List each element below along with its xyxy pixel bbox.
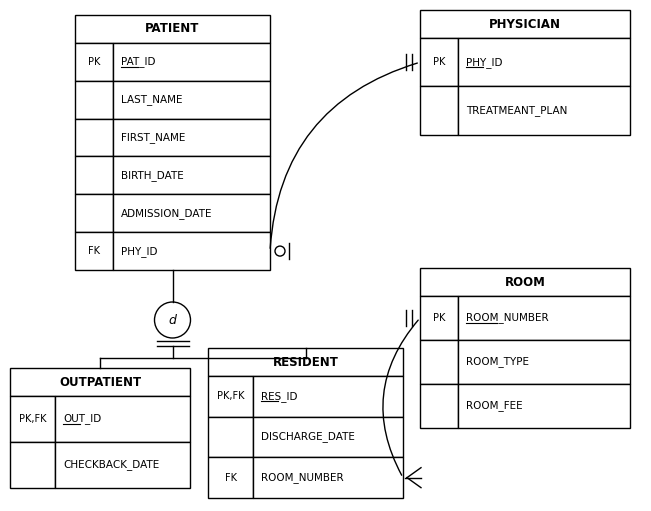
Bar	[75, 194, 113, 232]
Bar	[208, 416, 253, 457]
Bar	[458, 296, 630, 340]
Text: DISCHARGE_DATE: DISCHARGE_DATE	[261, 432, 355, 443]
Text: RES_ID: RES_ID	[261, 391, 298, 402]
Text: OUTPATIENT: OUTPATIENT	[59, 376, 141, 388]
Text: FIRST_NAME: FIRST_NAME	[121, 132, 186, 143]
Bar	[420, 268, 630, 296]
Text: d: d	[169, 314, 176, 327]
Text: PATIENT: PATIENT	[145, 22, 200, 35]
Bar	[113, 43, 270, 81]
Bar	[75, 43, 113, 81]
Text: FK: FK	[225, 473, 236, 483]
Text: BIRTH_DATE: BIRTH_DATE	[121, 170, 184, 181]
Bar	[75, 81, 113, 119]
Bar	[208, 348, 403, 376]
Bar	[10, 442, 55, 488]
Bar	[253, 416, 403, 457]
Bar	[253, 376, 403, 416]
Text: CHECKBACK_DATE: CHECKBACK_DATE	[63, 459, 159, 471]
Text: PK,FK: PK,FK	[217, 391, 244, 401]
Text: PK: PK	[433, 313, 445, 323]
Text: ROOM_NUMBER: ROOM_NUMBER	[261, 472, 344, 483]
Bar	[420, 384, 458, 428]
Bar	[75, 119, 113, 156]
Bar	[208, 376, 253, 416]
Bar	[113, 194, 270, 232]
Bar	[10, 396, 55, 442]
Bar	[55, 442, 190, 488]
Text: TREATMEANT_PLAN: TREATMEANT_PLAN	[466, 105, 568, 116]
Bar	[113, 232, 270, 270]
Text: FK: FK	[88, 246, 100, 256]
Text: PHYSICIAN: PHYSICIAN	[489, 17, 561, 31]
Bar	[113, 156, 270, 194]
Bar	[458, 340, 630, 384]
Bar	[458, 86, 630, 135]
FancyArrowPatch shape	[383, 320, 418, 475]
Text: ROOM_NUMBER: ROOM_NUMBER	[466, 313, 549, 323]
Text: PK: PK	[88, 57, 100, 67]
Bar	[10, 368, 190, 396]
Bar	[420, 38, 458, 86]
Text: RESIDENT: RESIDENT	[273, 356, 339, 368]
Bar	[458, 384, 630, 428]
Bar	[55, 396, 190, 442]
Text: ADMISSION_DATE: ADMISSION_DATE	[121, 208, 212, 219]
Bar	[113, 81, 270, 119]
Text: PHY_ID: PHY_ID	[466, 57, 503, 67]
Text: PK,FK: PK,FK	[19, 414, 46, 424]
Bar	[75, 15, 270, 43]
Text: ROOM_TYPE: ROOM_TYPE	[466, 357, 529, 367]
Text: PAT_ID: PAT_ID	[121, 56, 156, 67]
Bar	[420, 296, 458, 340]
Bar	[208, 457, 253, 498]
Bar	[420, 10, 630, 38]
Bar	[420, 340, 458, 384]
Bar	[75, 232, 113, 270]
Text: LAST_NAME: LAST_NAME	[121, 95, 182, 105]
Bar	[75, 156, 113, 194]
Bar	[253, 457, 403, 498]
Text: ROOM: ROOM	[505, 275, 546, 289]
Text: PHY_ID: PHY_ID	[121, 246, 158, 257]
FancyArrowPatch shape	[270, 63, 417, 248]
Bar	[420, 86, 458, 135]
Text: ROOM_FEE: ROOM_FEE	[466, 401, 523, 411]
Text: PK: PK	[433, 57, 445, 67]
Bar	[458, 38, 630, 86]
Text: OUT_ID: OUT_ID	[63, 413, 102, 425]
Bar	[113, 119, 270, 156]
